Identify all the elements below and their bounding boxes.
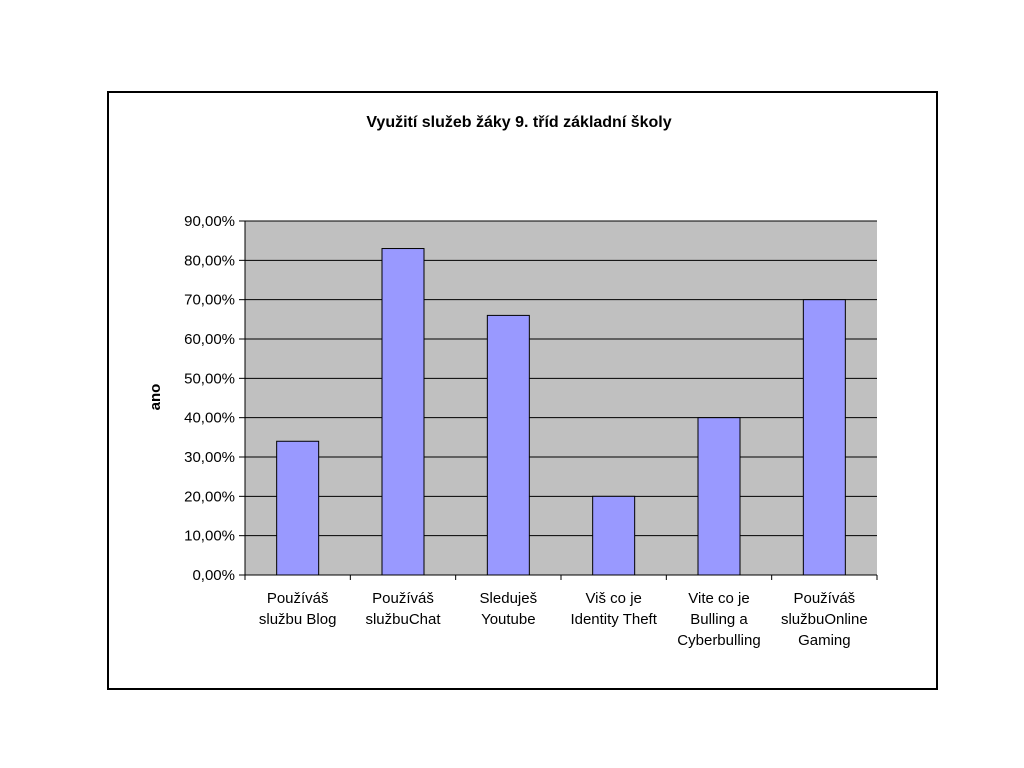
bars [276,248,846,576]
x-tick-label: Používáš službuOnline Gaming [781,590,868,649]
x-tick-label: Sleduješ Youtube [480,590,538,628]
x-tick-label: Používáš službu Blog [259,590,337,628]
y-tick-label: 90,00% [184,213,235,230]
y-tick-label: 50,00% [184,370,235,387]
chart-title: Využití služeb žáky 9. tříd základní ško… [366,114,671,131]
x-tick-label: Viš co je Identity Theft [570,590,657,628]
y-tick-label: 30,00% [184,449,235,466]
x-tick-labels: Používáš službu Blog Používáš službuChat Sle… [259,590,868,649]
axes [244,221,878,580]
y-tick-label: 0,00% [192,567,235,584]
chart-frame [107,91,938,690]
plot-area [245,221,877,575]
bar [802,299,846,576]
y-tick-label: 60,00% [184,331,235,348]
y-tick-label: 10,00% [184,528,235,545]
x-tick-label: Vite co je Bulling a Cyberbulling [677,590,760,649]
grid-lines [239,220,877,576]
y-tick-label: 70,00% [184,292,235,309]
bar [381,248,425,576]
x-tick-label: Používáš službuChat [365,590,441,628]
bar [276,440,320,576]
y-axis-label: ano [147,384,164,411]
bar [697,417,741,576]
bar [592,495,636,576]
y-tick-label: 40,00% [184,410,235,427]
bar [486,314,530,576]
y-tick-label: 20,00% [184,488,235,505]
y-tick-labels: 0,00% 10,00% 20,00% 30,00% 40,00% 50,00% 60,00… [184,213,235,584]
y-tick-label: 80,00% [184,252,235,269]
